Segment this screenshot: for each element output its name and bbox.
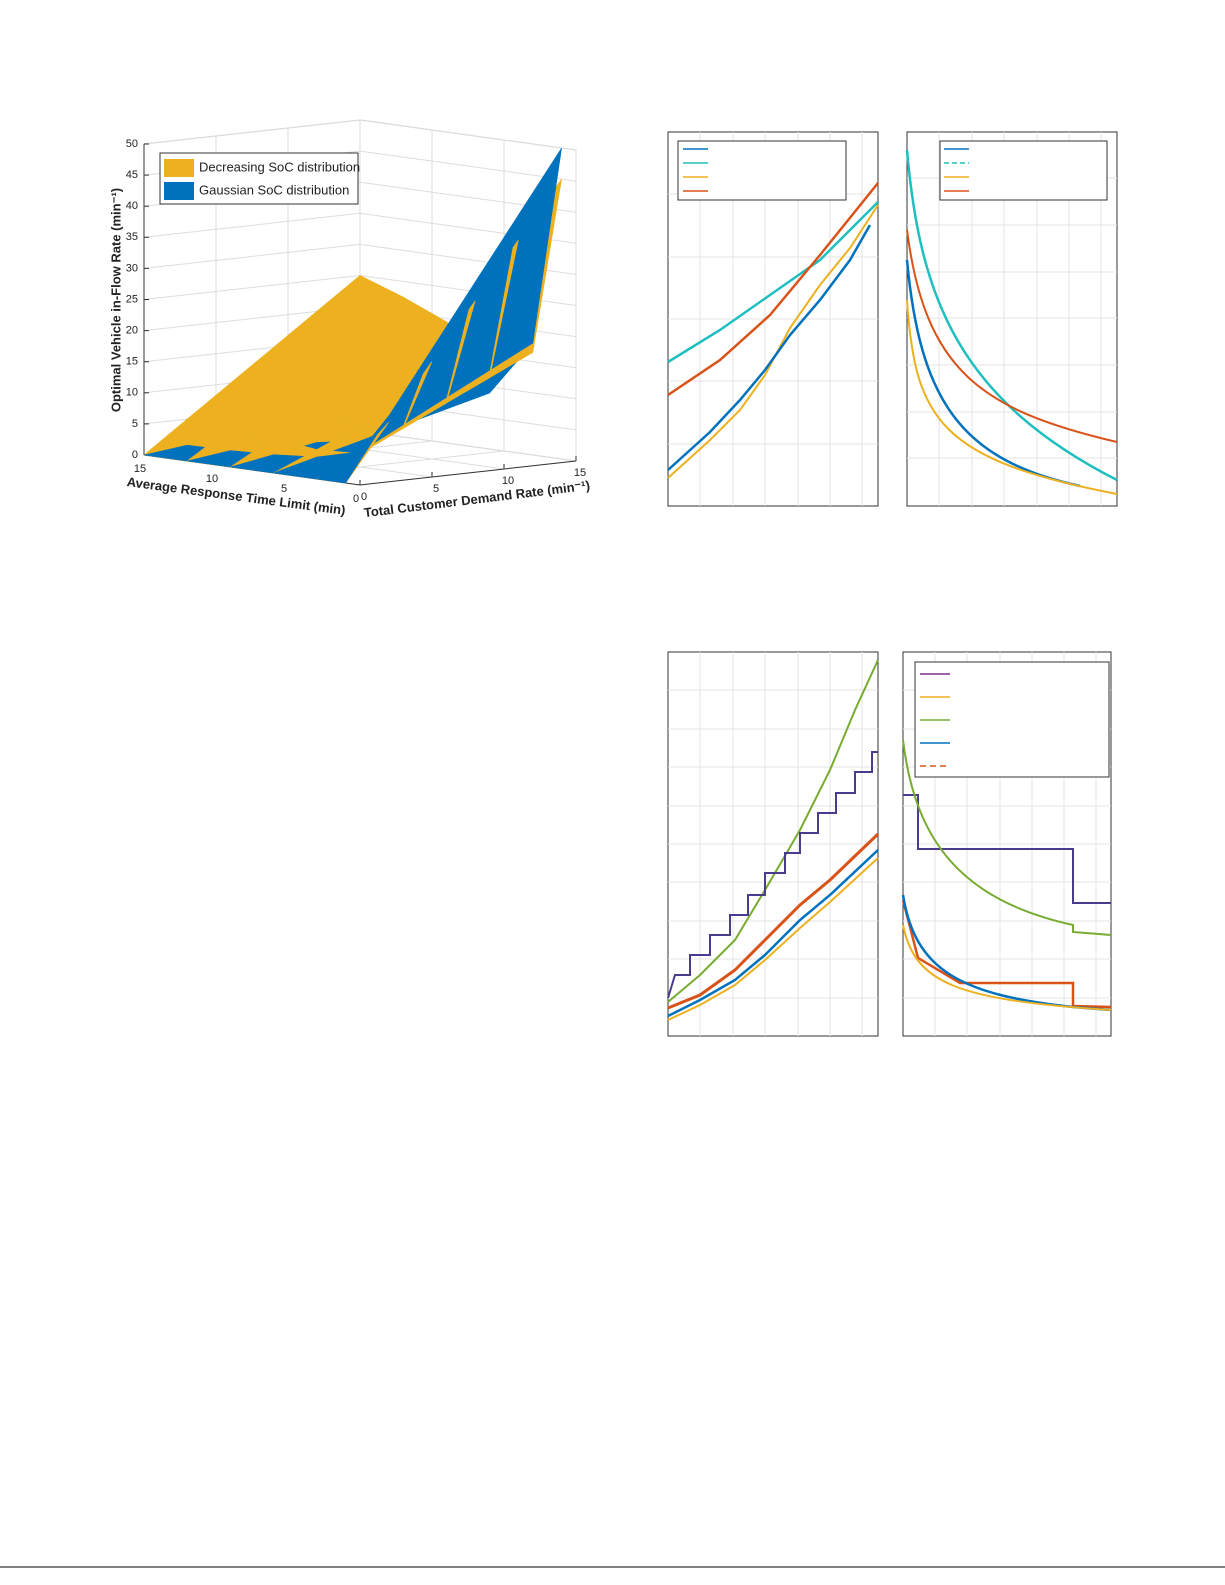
line (667, 849, 879, 1018)
legend-swatch (164, 182, 194, 200)
grid (668, 132, 878, 506)
grid-line (143, 275, 361, 300)
x-tick-label: 0 (353, 493, 359, 505)
legend-box (914, 661, 1110, 778)
grid-line (359, 119, 577, 151)
legend-box (677, 140, 847, 201)
panel-bottom-left (667, 651, 880, 1037)
panel-top-left (667, 131, 879, 507)
line (905, 259, 1081, 488)
grid (903, 652, 1111, 1036)
z-tick-label: 25 (126, 293, 138, 305)
line (906, 299, 1118, 495)
surface-patch (315, 415, 390, 484)
line (667, 182, 879, 397)
line (667, 224, 872, 471)
z-tick-label: 35 (126, 231, 138, 243)
x-tick-label: 5 (281, 483, 287, 495)
line (902, 924, 1112, 1011)
y-axis (359, 460, 577, 486)
line (903, 794, 1111, 904)
panel-frame (667, 651, 879, 1037)
legend-swatch (164, 159, 194, 177)
line (667, 659, 879, 1003)
z-tick-label: 15 (126, 356, 138, 368)
panel-bottom-right (901, 651, 1112, 1037)
grid-line (143, 212, 361, 238)
x-tick-label: 15 (134, 463, 146, 475)
line (906, 229, 1118, 443)
line (667, 751, 878, 999)
legend-label: Decreasing SoC distribution (199, 159, 360, 174)
panel-frame (902, 651, 1112, 1037)
panel-frame (906, 131, 1118, 507)
legend-label: Gaussian SoC distribution (199, 182, 349, 197)
z-tick-label: 30 (126, 262, 138, 274)
grid-line (359, 430, 577, 462)
y-tick-label: 0 (361, 491, 367, 503)
grid-line (143, 119, 361, 145)
grid-line (143, 243, 361, 269)
z-tick-label: 45 (126, 169, 138, 181)
z-tick-label: 50 (126, 138, 138, 150)
grid (907, 132, 1117, 506)
line (667, 832, 880, 1010)
panel-top-right (905, 131, 1118, 507)
z-tick-label: 5 (132, 418, 138, 430)
z-tick-label: 40 (126, 200, 138, 212)
y-tick-label: 5 (433, 483, 439, 495)
line (667, 201, 879, 364)
line (667, 857, 879, 1021)
y-tick-label: 15 (574, 467, 586, 479)
line (902, 739, 1112, 936)
z-axis-label: Optimal Vehicle in-Flow Rate (min⁻¹) (108, 188, 123, 412)
z-tick-label: 0 (132, 449, 138, 461)
y-tick-label: 10 (502, 475, 514, 487)
y-axis-label: Total Customer Demand Rate (min⁻¹) (363, 478, 591, 521)
line (901, 899, 1112, 1009)
z-tick-label: 10 (126, 387, 138, 399)
grid (668, 652, 878, 1036)
line (905, 149, 1118, 482)
line (667, 204, 879, 479)
z-tick-label: 20 (126, 325, 138, 337)
x-axis-label: Average Response Time Limit (min) (126, 474, 346, 518)
legend-box (939, 140, 1108, 201)
line (901, 894, 1112, 1012)
x-tick-label: 10 (206, 473, 218, 485)
grid-line (359, 150, 577, 182)
panel-frame (667, 131, 879, 507)
